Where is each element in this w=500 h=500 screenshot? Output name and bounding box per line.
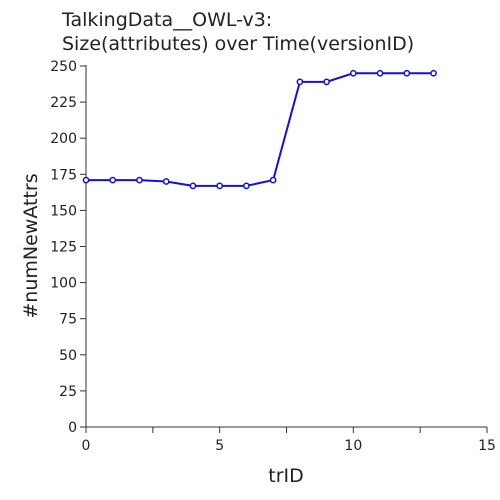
data-point [349,69,357,77]
data-point [403,69,411,77]
y-tick-label-200: 200 [50,131,77,147]
data-point [243,182,250,190]
series-line-0 [86,72,434,187]
data-point [82,176,90,184]
x-tick-label-0: 0 [82,438,91,454]
y-tick-label-125: 125 [50,240,77,256]
data-point [189,182,197,190]
y-tick-label-75: 75 [59,312,77,328]
chart-title-line-2: Size(attributes) over Time(versionID) [62,33,415,55]
chart-title-line-1: TalkingData__OWL-v3: [62,9,273,31]
x-tick-label-15: 15 [478,438,496,454]
y-tick-label-150: 150 [50,203,77,219]
y-axis-title: #numNewAttrs [20,173,42,318]
data-point [109,176,117,184]
series [82,69,437,190]
x-tick-label-5: 5 [215,438,224,454]
x-tick-label-10: 10 [344,438,362,454]
y-tick-label-50: 50 [59,348,77,364]
y-tick-label-225: 225 [50,95,77,111]
data-point [136,176,143,184]
data-point [296,78,304,86]
y-tick-label-250: 250 [50,59,77,75]
data-point [162,178,170,185]
y-tick-label-100: 100 [50,276,77,292]
data-point [269,176,277,184]
data-point [323,78,330,86]
data-point [430,69,437,77]
y-tick-label-25: 25 [59,384,77,400]
data-point [216,182,224,190]
ticks: 0 25 50 75 100 125 150 175 200 225 250 0 5 10 15 [50,59,496,454]
x-axis-title: trID [268,465,304,487]
axes [85,65,487,428]
y-tick-label-175: 175 [50,167,77,183]
data-point [376,69,384,77]
chart-title: TalkingData__OWL-v3: Size(attributes) ov… [62,8,414,56]
y-tick-label-0: 0 [68,420,77,436]
